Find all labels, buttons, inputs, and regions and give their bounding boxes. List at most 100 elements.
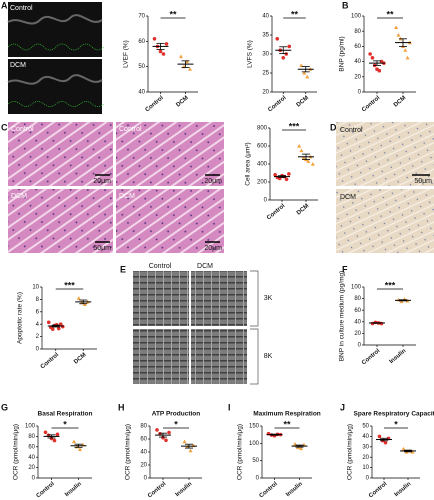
image-label: Control — [10, 5, 33, 12]
panel-letter: B — [342, 0, 349, 10]
panel-letter: J — [340, 402, 345, 412]
data-point — [281, 56, 286, 60]
x-tick-label: Control — [266, 203, 286, 222]
em-image — [133, 329, 189, 384]
significance-label: ** — [169, 9, 177, 19]
image-label: DCM — [10, 62, 26, 69]
y-tick-label: 0 — [358, 90, 362, 96]
image-label: Control — [340, 127, 363, 134]
x-tick-label: Control — [36, 481, 56, 500]
y-tick-label: 100 — [351, 285, 362, 291]
echo-images: Control DCM — [7, 2, 105, 114]
significance-label: * — [63, 419, 67, 429]
significance-label: ** — [386, 9, 394, 19]
y-tick-label: 50 — [138, 64, 145, 70]
data-point — [310, 162, 315, 166]
x-tick-label: Control — [145, 95, 165, 114]
y-tick-label: 60 — [138, 39, 145, 45]
em-image — [191, 329, 247, 384]
y-axis-label: BNP in culture medium (pg/mg) — [339, 271, 346, 362]
y-axis-label: BNP (pg/ml) — [339, 36, 346, 71]
data-point — [78, 447, 82, 451]
y-tick-label: 0 — [366, 476, 370, 482]
y-tick-label: 60 — [354, 308, 361, 314]
data-point — [167, 430, 171, 435]
panel-letter: C — [1, 122, 8, 132]
data-point — [377, 68, 382, 73]
y-tick-label: 100 — [351, 14, 362, 20]
y-axis-label: OCR (pmol/min/μg) — [347, 424, 354, 480]
scale-bar-label: 50μm — [93, 245, 111, 252]
y-tick-label: 20 — [354, 331, 361, 337]
data-point — [76, 296, 81, 300]
data-point — [370, 56, 375, 60]
histology-images: Control Control DCM DCM 20μm 20μm 50μm 2… — [8, 122, 224, 253]
y-tick-label: 100 — [25, 424, 36, 430]
data-point — [182, 439, 187, 444]
x-tick-label: Control — [40, 352, 60, 371]
chart-panel: 0 20 40 60 80 OCR (pmol/min/μg) ATP Production… — [125, 411, 202, 499]
y-tick-label: 50 — [362, 424, 369, 430]
scale-bar-label: 20μm — [93, 178, 111, 185]
data-point — [383, 440, 388, 445]
y-tick-label: 50 — [252, 458, 259, 464]
data-point — [410, 450, 415, 454]
chart-panel: 0 10 20 30 40 50 OCR (pmol/min/μg)Spare Respir… — [347, 411, 434, 500]
y-tick-label: 800 — [257, 126, 268, 132]
x-tick-label: Control — [267, 95, 287, 114]
data-point — [46, 320, 51, 325]
y-tick-label: 400 — [257, 162, 268, 168]
data-point — [55, 432, 60, 437]
image-label: Control — [11, 126, 34, 133]
y-tick-label: 80 — [28, 434, 35, 440]
y-tick-label: 40 — [262, 14, 269, 20]
x-tick-label: DCM — [73, 352, 87, 365]
data-point — [368, 52, 372, 56]
y-axis-label: Apoptotic rate (%) — [17, 292, 24, 344]
y-tick-label: 600 — [257, 144, 268, 150]
panel-letter: A — [1, 0, 8, 10]
y-axis-label: LVEF (%) — [123, 40, 130, 68]
panel-letter: E — [120, 264, 126, 274]
significance-label: * — [174, 419, 178, 429]
y-axis-label: OCR (pmol/min/μg) — [125, 424, 132, 480]
y-tick-label: 0 — [36, 347, 40, 353]
y-tick-label: 60 — [354, 44, 361, 50]
chart-panel: 0 20 40 60 80 100 OCR (pmol/min/μg) Basal Respi… — [13, 411, 93, 500]
data-point — [72, 439, 76, 444]
data-point — [396, 33, 401, 37]
data-point — [82, 302, 87, 306]
x-tick-label: Control — [368, 481, 388, 500]
scale-bar-label: 20μm — [204, 245, 222, 252]
ihc-image — [336, 189, 434, 253]
x-tick-label: Control — [361, 348, 381, 367]
y-tick-label: 20 — [354, 74, 361, 80]
data-point — [305, 74, 310, 79]
x-tick-label: Control — [259, 481, 279, 500]
chart-title: Spare Respiratory Capacity — [354, 411, 434, 418]
data-point — [50, 327, 55, 331]
data-point — [158, 49, 163, 54]
y-axis-label: LVFS (%) — [247, 40, 254, 68]
data-point — [405, 55, 410, 60]
y-tick-label: 0 — [358, 343, 362, 349]
image-label: DCM — [340, 194, 356, 201]
y-tick-label: 10 — [362, 465, 369, 471]
chart-panel: 20 25 30 35 40 LVFS (%) Control DCM ** — [247, 9, 317, 113]
y-tick-label: 4 — [36, 322, 40, 328]
panel-letter: G — [1, 402, 8, 412]
data-point — [188, 67, 192, 71]
data-point — [299, 148, 304, 153]
y-tick-label: 40 — [28, 455, 35, 461]
y-tick-label: 20 — [28, 465, 35, 471]
y-tick-label: 0 — [256, 476, 260, 482]
em-images: Control DCM 3K 8K — [133, 263, 273, 385]
y-tick-label: 40 — [138, 90, 145, 96]
echo-trace — [7, 14, 103, 25]
y-tick-label: 80 — [354, 296, 361, 302]
data-point — [60, 324, 65, 329]
significance-label: ** — [291, 9, 299, 19]
x-tick-label: DCM — [175, 95, 189, 108]
y-tick-label: 0 — [32, 476, 36, 482]
